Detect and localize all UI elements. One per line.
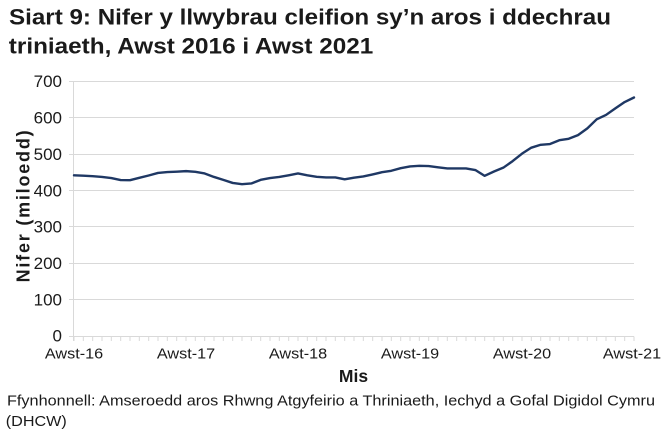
svg-text:200: 200 — [34, 254, 62, 273]
svg-text:700: 700 — [34, 72, 62, 91]
svg-text:0: 0 — [53, 327, 62, 346]
svg-text:100: 100 — [34, 290, 62, 309]
svg-text:Ffynhonnell: Amseroedd aros Rh: Ffynhonnell: Amseroedd aros Rhwng Atgyfe… — [7, 393, 655, 410]
svg-text:500: 500 — [34, 145, 62, 164]
svg-text:Awst-16: Awst-16 — [45, 347, 103, 363]
svg-text:Awst-19: Awst-19 — [381, 347, 439, 363]
svg-text:300: 300 — [34, 218, 62, 237]
svg-text:Awst-21: Awst-21 — [603, 347, 661, 363]
svg-text:Nifer (miloedd): Nifer (miloedd) — [13, 130, 33, 282]
svg-text:triniaeth, Awst 2016 i Awst 20: triniaeth, Awst 2016 i Awst 2021 — [9, 34, 374, 59]
svg-text:Awst-18: Awst-18 — [269, 347, 327, 363]
svg-text:(DHCW): (DHCW) — [6, 413, 67, 430]
svg-text:600: 600 — [34, 109, 62, 128]
svg-text:Awst-20: Awst-20 — [493, 347, 551, 363]
svg-text:400: 400 — [34, 181, 62, 200]
svg-text:Awst-17: Awst-17 — [157, 347, 215, 363]
svg-text:Siart 9: Nifer y llwybrau clei: Siart 9: Nifer y llwybrau cleifion sy’n … — [9, 4, 611, 29]
svg-text:Mis: Mis — [339, 366, 368, 386]
